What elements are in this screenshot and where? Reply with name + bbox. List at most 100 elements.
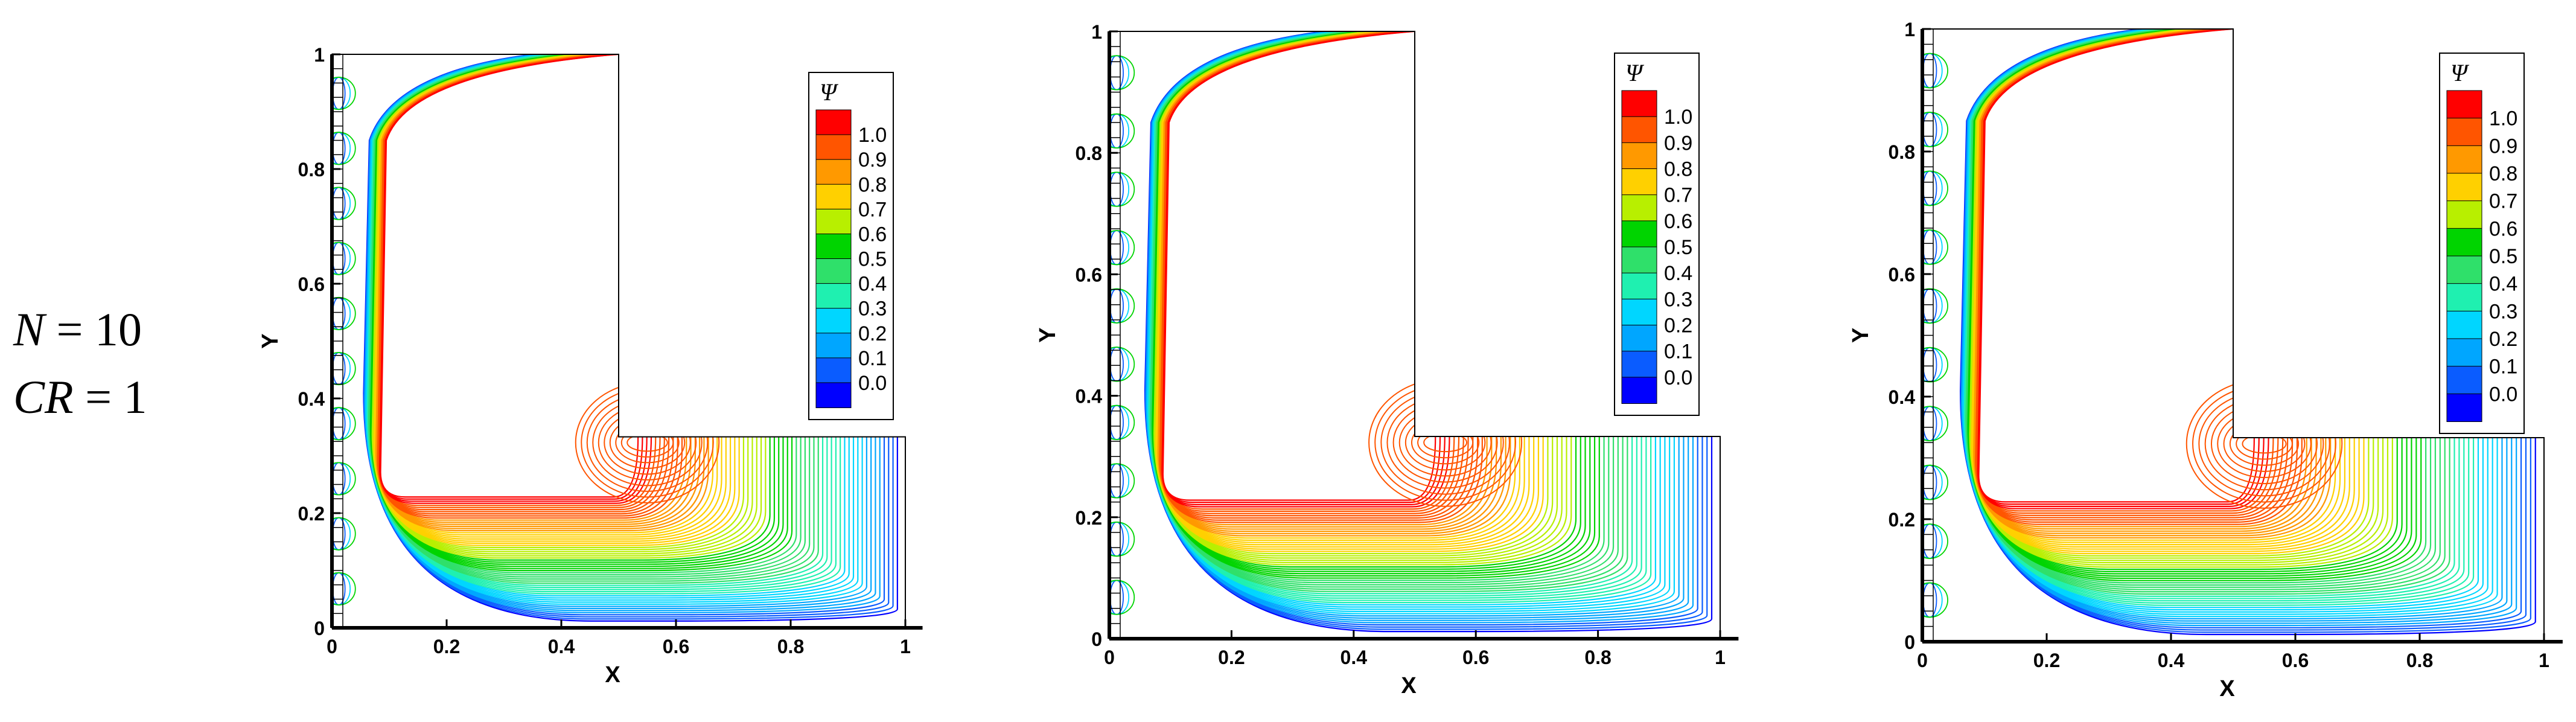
x-axis-title: X	[2219, 676, 2235, 701]
legend-label: 0.7	[1664, 184, 1692, 207]
wall-eddy	[1922, 523, 1937, 559]
legend-swatch	[2446, 228, 2482, 257]
streamline	[1977, 29, 2274, 512]
legend-label: 0.1	[2489, 356, 2517, 379]
streamline	[378, 54, 652, 504]
x-tick-label: 0.2	[1218, 647, 1245, 668]
wall-eddy	[1109, 347, 1124, 382]
legend-swatch	[815, 109, 852, 136]
streamline	[1972, 29, 2345, 546]
x-tick-label: 0.4	[548, 636, 575, 657]
streamline	[366, 54, 846, 597]
x-axis-title: X	[605, 662, 620, 688]
legend-swatch	[815, 159, 852, 185]
wall-eddy	[332, 132, 356, 165]
streamline	[1156, 31, 1530, 546]
wall-eddy	[1109, 171, 1135, 207]
legend-swatch	[2446, 200, 2482, 229]
streamline	[1158, 31, 1497, 530]
legend-label: 0.7	[2489, 190, 2517, 213]
x-tick-label: 1	[2539, 650, 2549, 671]
legend-label: 0.2	[1664, 315, 1692, 337]
streamline	[364, 54, 876, 612]
y-tick-label: 0.8	[1889, 141, 1915, 163]
streamline	[1974, 29, 2317, 532]
legend-label: 1.0	[1664, 106, 1692, 129]
legend-label: 0.6	[858, 223, 887, 246]
legend-swatch	[2446, 366, 2482, 395]
wall-eddy	[1109, 171, 1124, 207]
legend-label: 0.6	[2489, 217, 2517, 240]
streamline-plot-3: 0 0.2 0.4 0.6 0.8 1 0 0.2 0.4 0.6 0.8 1 X Y Ψ 1.0 0.9 0.8…	[1848, 19, 2563, 701]
streamline	[1161, 31, 1455, 510]
streamline	[369, 54, 797, 573]
legend-swatch	[1621, 272, 1657, 300]
streamline	[1974, 29, 2322, 534]
streamline	[1963, 29, 2479, 609]
legend-label: 0.7	[858, 198, 887, 221]
streamline	[372, 54, 757, 555]
legend-title: Ψ	[820, 78, 839, 106]
y-tick-label: 1	[1091, 21, 1102, 43]
streamline	[1156, 31, 1520, 541]
streamline	[1152, 31, 1591, 575]
y-tick-label: 0.2	[298, 503, 325, 525]
streamline	[1973, 29, 2327, 537]
legend-label: 0.4	[1664, 262, 1692, 285]
streamline	[1969, 29, 2384, 563]
streamline	[1159, 31, 1474, 519]
streamline	[1152, 31, 1586, 572]
y-axis-title: Y	[1848, 328, 1873, 343]
streamline	[377, 54, 678, 517]
streamline	[1961, 29, 2513, 624]
streamline	[1153, 31, 1577, 568]
streamline	[1968, 29, 2398, 570]
x-tick-label: 0.6	[2282, 650, 2309, 671]
streamline	[1978, 29, 2255, 503]
y-tick-label: 0.2	[1889, 509, 1915, 531]
wall-eddy	[1922, 229, 1948, 265]
wall-eddy	[1922, 582, 1937, 618]
x-tick-label: 0.2	[2033, 650, 2060, 671]
streamline	[1975, 29, 2294, 521]
streamline	[1968, 29, 2408, 575]
legend-swatch	[1621, 298, 1657, 326]
streamline	[1966, 29, 2441, 590]
wall-eddy	[332, 572, 356, 605]
legend-label: 0.9	[1664, 132, 1692, 155]
streamline	[1975, 29, 2298, 523]
legend-swatch	[815, 333, 852, 359]
y-tick-label: 0.4	[1076, 386, 1103, 407]
streamline	[1151, 31, 1600, 579]
legend-swatch	[2446, 310, 2482, 339]
streamline	[374, 54, 722, 538]
x-tick-label: 0	[1917, 650, 1928, 671]
streamline	[1154, 31, 1558, 559]
legend-swatch	[2446, 90, 2482, 119]
legend-label: 0.9	[858, 149, 887, 171]
streamline	[1162, 31, 1436, 501]
param-n: N = 10	[13, 303, 142, 356]
y-tick-label: 1	[1904, 19, 1915, 40]
streamline	[1971, 29, 2370, 557]
y-tick-label: 0.6	[1076, 264, 1102, 286]
wall-eddy	[1109, 113, 1124, 149]
streamlines	[1109, 31, 1713, 633]
wall-eddy	[332, 187, 356, 220]
streamline	[1971, 29, 2355, 550]
wall-eddy	[1109, 55, 1124, 91]
streamline	[371, 54, 780, 565]
legend-label: 0.0	[1664, 366, 1692, 389]
wall-eddy	[1109, 288, 1135, 324]
legend-label: 0.5	[1664, 236, 1692, 259]
wall-eddy	[332, 296, 356, 330]
streamline	[371, 54, 776, 563]
streamline	[1159, 31, 1483, 523]
streamline	[1160, 31, 1469, 517]
legend-label: 0.3	[2489, 300, 2517, 323]
wall-eddy	[332, 462, 356, 496]
legend: Ψ 1.0 0.9 0.8 0.7 0.6 0.5 0.4 0.3 0.2 0.1 0.0	[1614, 53, 1700, 416]
y-tick-label: 0.4	[298, 388, 325, 410]
wall-eddy	[332, 407, 356, 441]
wall-eddy	[1922, 112, 1948, 147]
